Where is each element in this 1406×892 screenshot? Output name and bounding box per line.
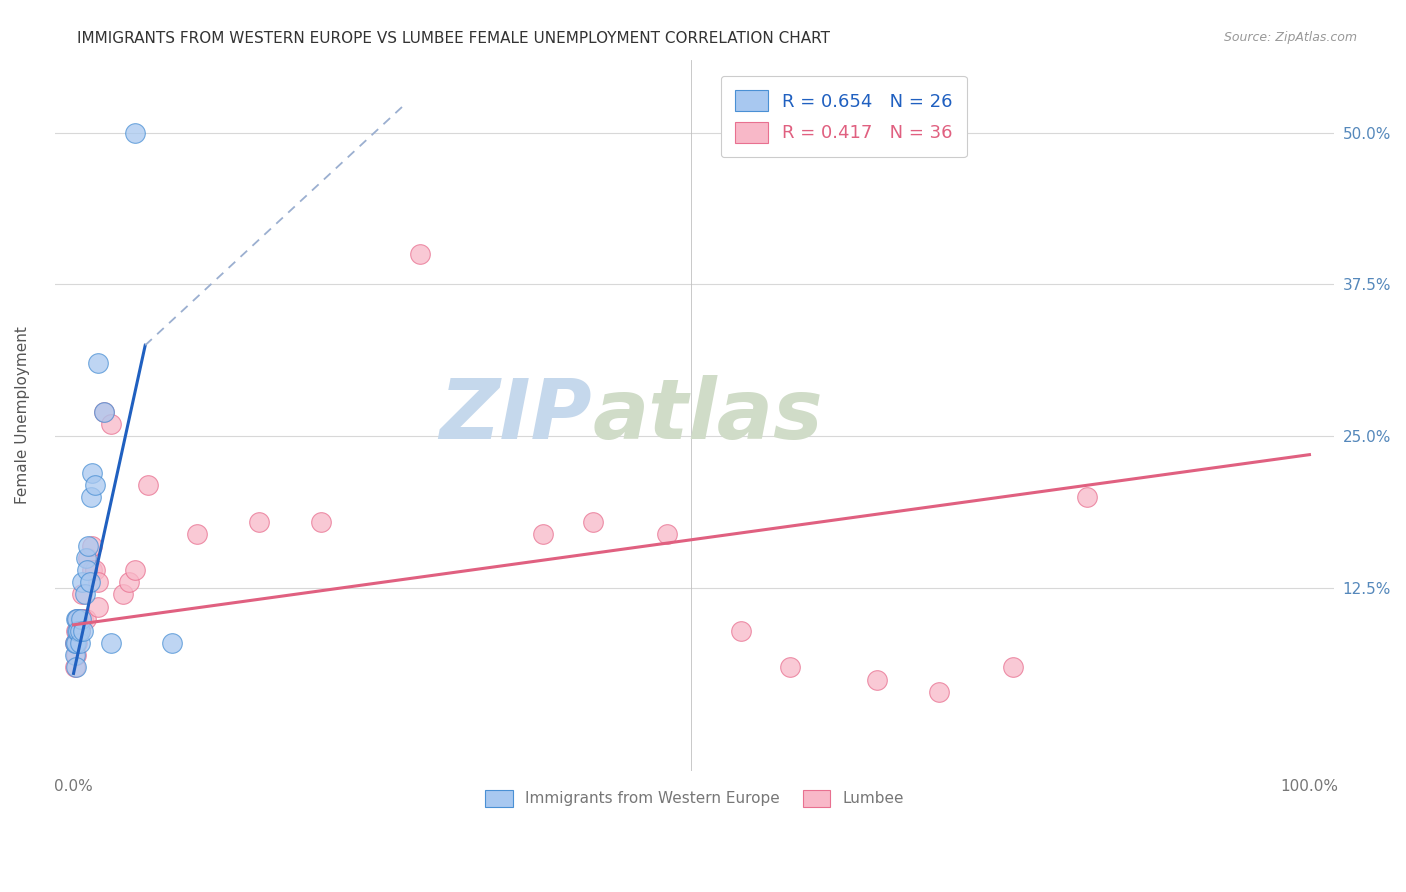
Point <box>247 515 270 529</box>
Point <box>67 624 90 638</box>
Point <box>136 478 159 492</box>
Point <box>65 636 87 650</box>
Point <box>730 624 752 638</box>
Point <box>124 563 146 577</box>
Point <box>80 539 103 553</box>
Text: ZIP: ZIP <box>440 375 592 456</box>
Point <box>83 478 105 492</box>
Point <box>76 563 98 577</box>
Point <box>63 660 86 674</box>
Point <box>531 526 554 541</box>
Point <box>87 599 110 614</box>
Point <box>72 612 94 626</box>
Point <box>1076 490 1098 504</box>
Point <box>72 624 94 638</box>
Legend: Immigrants from Western Europe, Lumbee: Immigrants from Western Europe, Lumbee <box>477 780 912 816</box>
Point <box>65 660 87 674</box>
Point <box>93 405 115 419</box>
Point <box>779 660 801 674</box>
Point <box>75 551 97 566</box>
Point <box>66 612 89 626</box>
Point <box>83 563 105 577</box>
Point <box>118 575 141 590</box>
Point <box>111 587 134 601</box>
Point <box>100 417 122 432</box>
Point <box>69 636 91 650</box>
Point <box>66 624 89 638</box>
Point <box>100 636 122 650</box>
Point <box>80 466 103 480</box>
Point <box>80 563 103 577</box>
Point <box>77 539 100 553</box>
Text: Source: ZipAtlas.com: Source: ZipAtlas.com <box>1223 31 1357 45</box>
Point <box>63 636 86 650</box>
Point <box>70 612 93 626</box>
Point <box>80 490 103 504</box>
Point <box>408 247 430 261</box>
Point <box>186 526 208 541</box>
Point <box>87 356 110 370</box>
Point <box>73 587 96 601</box>
Point <box>309 515 332 529</box>
Point <box>77 551 100 566</box>
Point <box>66 612 89 626</box>
Point <box>581 515 603 529</box>
Point <box>928 684 950 698</box>
Text: atlas: atlas <box>592 375 823 456</box>
Point <box>1001 660 1024 674</box>
Point <box>69 624 91 638</box>
Point <box>63 648 86 663</box>
Point <box>124 126 146 140</box>
Y-axis label: Female Unemployment: Female Unemployment <box>15 326 30 504</box>
Point <box>69 624 91 638</box>
Point <box>65 612 87 626</box>
Point <box>162 636 184 650</box>
Text: IMMIGRANTS FROM WESTERN EUROPE VS LUMBEE FEMALE UNEMPLOYMENT CORRELATION CHART: IMMIGRANTS FROM WESTERN EUROPE VS LUMBEE… <box>77 31 831 46</box>
Point <box>87 575 110 590</box>
Point <box>866 673 889 687</box>
Point <box>65 624 87 638</box>
Point <box>66 636 89 650</box>
Point <box>70 587 93 601</box>
Point <box>655 526 678 541</box>
Point <box>75 612 97 626</box>
Point <box>70 575 93 590</box>
Point <box>93 405 115 419</box>
Point <box>79 575 101 590</box>
Point <box>69 612 91 626</box>
Point <box>63 636 86 650</box>
Point <box>65 648 87 663</box>
